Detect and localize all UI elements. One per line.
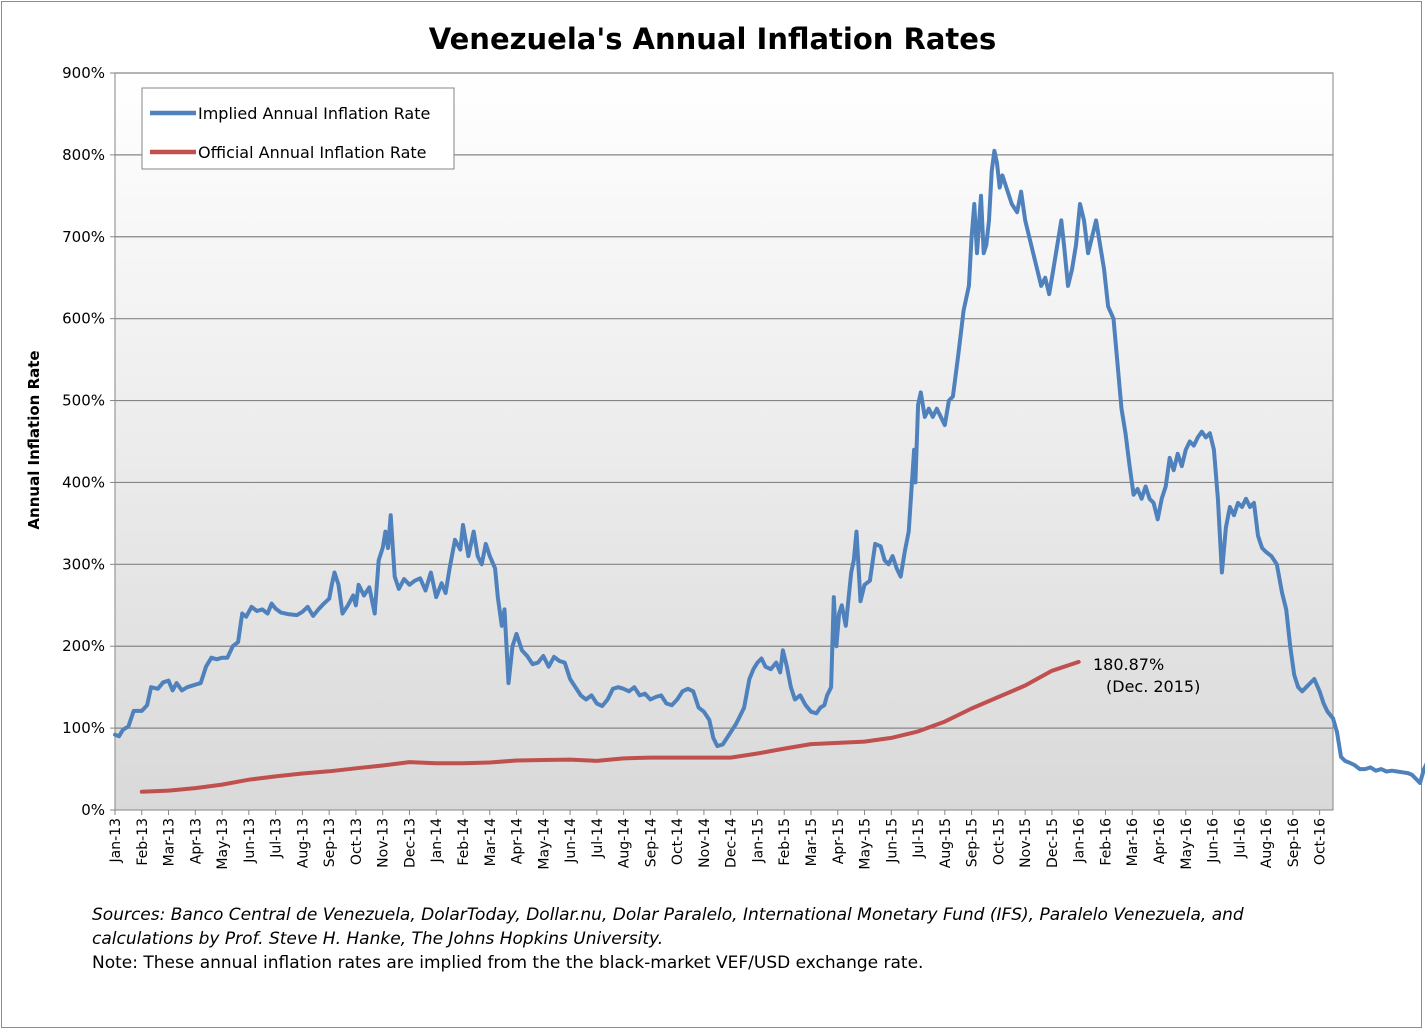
y-tick-label: 200% (62, 637, 105, 655)
x-tick-label: Jun-15 (884, 818, 900, 864)
x-tick-label: Nov-13 (376, 818, 392, 868)
x-tick-label: Oct-13 (349, 818, 365, 865)
note-line: Note: These annual inflation rates are i… (92, 953, 924, 973)
x-tick-label: Jun-16 (1206, 818, 1222, 864)
x-tick-label: Aug-13 (295, 818, 311, 868)
grid-lines (110, 72, 1333, 811)
x-tick-label: Aug-15 (938, 818, 954, 868)
x-tick-label: Jan-15 (750, 818, 766, 863)
chart-title: Venezuela's Annual Inflation Rates (428, 22, 997, 56)
x-tick-label: Nov-15 (1018, 818, 1034, 868)
x-tick-label: Sep-15 (965, 818, 981, 867)
x-tick-label: Sep-13 (322, 818, 338, 867)
x-tick-label: Apr-16 (1152, 818, 1168, 864)
x-tick-label: Apr-15 (831, 818, 847, 864)
y-tick-label: 300% (62, 555, 105, 573)
y-tick-label: 700% (62, 228, 105, 246)
x-tick-label: Jan-16 (1072, 818, 1088, 864)
annotation-date: (Dec. 2015) (1106, 677, 1200, 696)
x-tick-label: Apr-13 (188, 818, 204, 864)
x-tick-label: Jul-15 (911, 818, 927, 859)
legend-label-implied: Implied Annual Inflation Rate (198, 104, 430, 123)
x-tick-label: May-14 (536, 818, 552, 870)
legend-label-official: Official Annual Inflation Rate (198, 143, 427, 162)
x-tick-label: May-16 (1179, 818, 1195, 870)
x-tick-label: Oct-15 (991, 818, 1007, 865)
x-tick-label: Sep-14 (643, 818, 659, 867)
series-line-official (139, 659, 1081, 794)
x-tick-label: May-15 (858, 818, 874, 870)
legend: Implied Annual Inflation Rate Official A… (141, 87, 455, 170)
x-tick-label: Dec-14 (724, 818, 740, 868)
y-axis-label: Annual Inflation Rate (25, 350, 43, 529)
x-tick-label: Dec-15 (1045, 818, 1061, 868)
annotation-value: 180.87% (1093, 655, 1164, 674)
legend-box (141, 87, 455, 170)
x-tick-label: May-13 (215, 818, 231, 870)
y-tick-label: 900% (62, 64, 105, 82)
y-tick-label: 0% (81, 801, 105, 819)
x-tick-label: Nov-14 (697, 818, 713, 868)
x-tick-label: Apr-14 (510, 818, 526, 864)
x-tick-label: Mar-14 (483, 818, 499, 866)
annotation: 180.87% (Dec. 2015) (1093, 655, 1200, 696)
y-tick-labels: 0% 100% 200% 300% 400% 500% 600% 700% 800% 900% (62, 64, 105, 819)
plot-area (114, 72, 1334, 811)
x-tick-labels: Jan-13 Feb-13 Mar-13 Apr-13 May-13 Jun-13 Jul-… (108, 810, 1329, 870)
x-tick-label: Aug-14 (617, 818, 633, 868)
x-tick-label: Jan-13 (108, 818, 124, 863)
x-tick-label: Jul-13 (269, 818, 285, 859)
x-tick-label: Feb-15 (777, 818, 793, 866)
x-tick-label: Jul-16 (1232, 818, 1248, 859)
y-tick-label: 800% (62, 146, 105, 164)
x-tick-label: Mar-15 (804, 818, 820, 866)
y-tick-label: 100% (62, 719, 105, 737)
x-tick-label: Feb-13 (135, 818, 151, 866)
x-tick-label: Aug-16 (1259, 818, 1275, 868)
x-tick-label: Jun-13 (242, 818, 258, 864)
x-tick-label: Mar-13 (162, 818, 178, 866)
x-tick-label: Oct-14 (670, 818, 686, 865)
x-tick-label: Jan-14 (429, 818, 445, 864)
x-tick-label: Dec-13 (402, 818, 418, 868)
x-tick-label: Jun-14 (563, 818, 579, 864)
x-tick-label: Feb-14 (456, 818, 472, 866)
x-tick-label: Mar-16 (1125, 818, 1141, 866)
footnotes: Sources: Banco Central de Venezuela, Dol… (92, 903, 1412, 975)
y-tick-label: 500% (62, 392, 105, 410)
sources-line-2: calculations by Prof. Steve H. Hanke, Th… (92, 929, 664, 949)
x-tick-label: Feb-16 (1098, 818, 1114, 866)
series-lines (113, 148, 1425, 794)
y-tick-label: 600% (62, 310, 105, 328)
series-line-implied (113, 148, 1425, 785)
x-tick-label: Sep-16 (1286, 818, 1302, 867)
x-tick-label: Jul-14 (590, 818, 606, 859)
x-tick-label: Oct-16 (1313, 818, 1329, 865)
sources-line-1: Sources: Banco Central de Venezuela, Dol… (92, 905, 1244, 925)
y-tick-label: 400% (62, 473, 105, 491)
